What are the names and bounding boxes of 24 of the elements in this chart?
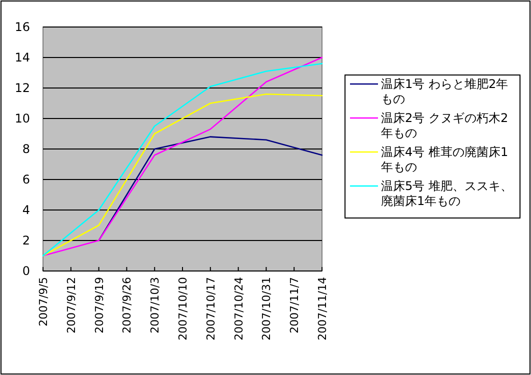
y-tick-label: 16 — [14, 20, 30, 34]
y-tick-label: 4 — [22, 203, 30, 217]
y-tick-label: 6 — [22, 172, 30, 186]
x-tick-label: 2007/9/26 — [120, 277, 134, 334]
x-tick-label: 2007/10/17 — [204, 277, 218, 340]
legend-label: 温床4号 椎茸の廃菌床1年もの — [381, 145, 508, 174]
y-tick-label: 12 — [14, 81, 30, 95]
legend-label: 温床5号 堆肥、ススキ、廃菌床1年もの — [381, 179, 512, 208]
x-tick-label: 2007/10/24 — [232, 277, 246, 340]
x-tick-label: 2007/10/31 — [260, 277, 274, 340]
x-tick-label: 2007/11/7 — [288, 277, 302, 334]
legend-label: 温床2号 クヌギの朽木2年もの — [381, 111, 508, 140]
x-tick-label: 2007/10/3 — [148, 277, 162, 334]
y-tick-label: 0 — [22, 264, 30, 278]
y-tick-label: 10 — [14, 112, 30, 126]
y-tick-label: 14 — [14, 50, 30, 64]
x-tick-label: 2007/9/19 — [92, 277, 106, 334]
x-tick-label: 2007/9/5 — [37, 277, 50, 326]
y-tick-label: 2 — [22, 234, 30, 248]
x-tick-label: 2007/11/14 — [316, 277, 329, 340]
y-tick-label: 8 — [22, 142, 30, 156]
legend-label: 温床1号 わらと堆肥2年もの — [381, 77, 508, 106]
x-tick-label: 2007/9/12 — [64, 277, 78, 334]
x-tick-label: 2007/10/10 — [176, 277, 190, 340]
